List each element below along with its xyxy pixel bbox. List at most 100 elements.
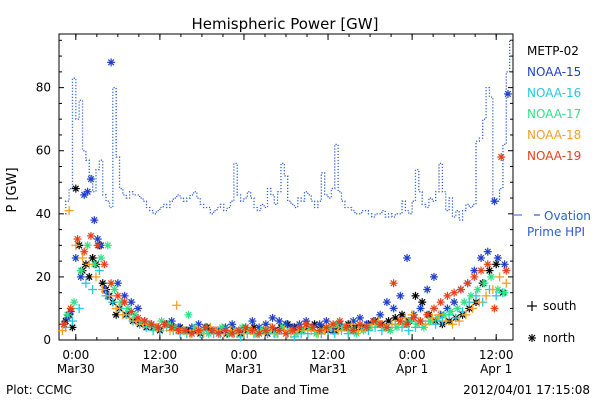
point-noaa-19 xyxy=(181,326,190,335)
point-noaa-15 xyxy=(483,247,492,256)
point-noaa-15 xyxy=(83,187,92,196)
point-noaa-16 xyxy=(74,303,84,313)
point-noaa-18 xyxy=(501,278,511,288)
point-noaa-17 xyxy=(500,288,509,297)
x-axis-label: Date and Time xyxy=(241,383,329,397)
point-metp-02 xyxy=(391,313,400,322)
point-noaa-17 xyxy=(480,279,489,288)
x-tick-labels: 0:00Mar3012:00Mar300:00Mar3112:00Mar310:… xyxy=(57,348,514,376)
point-noaa-19 xyxy=(443,291,452,300)
point-noaa-15 xyxy=(86,175,95,184)
point-noaa-18 xyxy=(461,310,471,320)
point-noaa-19 xyxy=(349,326,358,335)
point-noaa-19 xyxy=(416,317,425,326)
point-noaa-19 xyxy=(228,329,237,338)
point-noaa-19 xyxy=(409,313,418,322)
point-noaa-19 xyxy=(295,323,304,332)
point-noaa-19 xyxy=(477,266,486,275)
point-noaa-18 xyxy=(434,310,444,320)
point-noaa-19 xyxy=(160,320,169,329)
x-tick-time: 0:00 xyxy=(62,348,89,362)
point-noaa-19 xyxy=(342,323,351,332)
point-noaa-19 xyxy=(268,323,277,332)
point-noaa-18 xyxy=(111,303,121,313)
point-noaa-19 xyxy=(194,326,203,335)
y-tick-label: 40 xyxy=(36,207,51,221)
point-noaa-18 xyxy=(172,300,182,310)
legend-north-marker xyxy=(528,334,536,342)
point-noaa-15 xyxy=(90,216,99,225)
point-noaa-19 xyxy=(234,326,243,335)
point-noaa-18 xyxy=(333,326,343,336)
y-tick-label: 0 xyxy=(43,333,51,347)
point-noaa-17 xyxy=(110,285,119,294)
point-noaa-19 xyxy=(167,323,176,332)
point-noaa-19 xyxy=(66,304,75,313)
point-noaa-17 xyxy=(70,298,79,307)
point-noaa-19 xyxy=(134,313,143,322)
axis-ticks xyxy=(59,34,513,341)
point-noaa-19 xyxy=(248,326,257,335)
point-noaa-19 xyxy=(362,323,371,332)
point-noaa-17 xyxy=(487,272,496,281)
point-noaa-15 xyxy=(503,89,512,98)
point-noaa-15 xyxy=(493,253,502,262)
x-tick-time: 0:00 xyxy=(230,348,257,362)
data-markers xyxy=(57,58,512,342)
point-noaa-15 xyxy=(376,310,385,319)
point-noaa-18 xyxy=(454,316,464,326)
point-noaa-17 xyxy=(466,291,475,300)
point-noaa-19 xyxy=(120,298,129,307)
legend-item: NOAA-17 xyxy=(527,107,581,121)
point-noaa-19 xyxy=(302,320,311,329)
point-noaa-15 xyxy=(490,197,499,206)
x-tick-date: Mar31 xyxy=(309,362,347,376)
ovation-hpi-line xyxy=(62,39,513,221)
point-noaa-15 xyxy=(396,291,405,300)
point-noaa-16 xyxy=(81,278,91,288)
x-tick-date: Mar30 xyxy=(57,362,95,376)
point-noaa-19 xyxy=(73,235,82,244)
point-noaa-19 xyxy=(369,317,378,326)
point-noaa-19 xyxy=(470,272,479,281)
point-noaa-17 xyxy=(453,304,462,313)
y-tick-label: 80 xyxy=(36,81,51,95)
footer-timestamp: 2012/04/01 17:15:08 xyxy=(463,383,590,397)
point-noaa-19 xyxy=(456,285,465,294)
point-noaa-16 xyxy=(67,316,77,326)
point-noaa-15 xyxy=(403,253,412,262)
point-noaa-18 xyxy=(468,303,478,313)
point-noaa-18 xyxy=(91,272,101,282)
point-noaa-18 xyxy=(199,329,209,339)
point-noaa-19 xyxy=(261,326,270,335)
point-metp-02 xyxy=(418,298,427,307)
point-noaa-18 xyxy=(441,316,451,326)
point-noaa-19 xyxy=(214,329,223,338)
point-noaa-16 xyxy=(404,326,414,336)
point-noaa-17 xyxy=(83,241,92,250)
point-noaa-19 xyxy=(355,320,364,329)
point-noaa-19 xyxy=(450,288,459,297)
point-noaa-19 xyxy=(389,279,398,288)
point-noaa-15 xyxy=(429,272,438,281)
legend-item: NOAA-19 xyxy=(527,149,581,163)
point-noaa-19 xyxy=(107,279,116,288)
point-noaa-18 xyxy=(84,259,94,269)
point-noaa-19 xyxy=(376,320,385,329)
point-noaa-15 xyxy=(416,304,425,313)
legend-item: NOAA-18 xyxy=(527,128,581,142)
point-noaa-15 xyxy=(275,317,284,326)
y-axis-label: P [GW] xyxy=(5,167,20,212)
point-noaa-15 xyxy=(423,285,432,294)
x-tick-time: 0:00 xyxy=(399,348,426,362)
point-noaa-19 xyxy=(187,329,196,338)
point-noaa-18 xyxy=(118,310,128,320)
legend-south-marker xyxy=(527,301,537,311)
point-noaa-19 xyxy=(208,326,217,335)
point-noaa-15 xyxy=(248,317,257,326)
y-tick-label: 20 xyxy=(36,270,51,284)
point-noaa-19 xyxy=(221,326,230,335)
point-noaa-18 xyxy=(474,297,484,307)
point-noaa-18 xyxy=(78,253,88,263)
point-noaa-19 xyxy=(93,241,102,250)
